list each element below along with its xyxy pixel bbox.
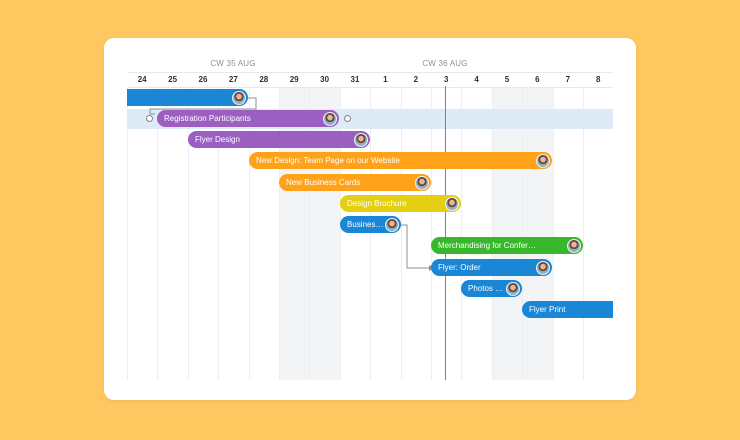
task-label: Merchandising for Confer… (438, 241, 536, 250)
day-label: 27 (228, 75, 238, 84)
day-label: 30 (320, 75, 330, 84)
task-bar[interactable]: Merchandising for Confer… (431, 237, 583, 254)
avatar (354, 132, 368, 147)
task-bar[interactable]: Flyer Design (188, 131, 370, 148)
task-label: New Design: Team Page on our Website (256, 156, 400, 165)
day-column (583, 87, 613, 380)
day-column (248, 87, 279, 380)
day-column (339, 87, 370, 380)
gantt-chart: CW 35 AUG CW 36 AUG 24 25 26 27 28 29 30… (127, 52, 613, 380)
weekend-column (491, 87, 523, 380)
task-bar[interactable]: Busines… (340, 216, 401, 233)
avatar (445, 196, 459, 211)
task-bar[interactable] (127, 89, 248, 106)
day-label: 8 (595, 75, 601, 84)
day-label: 1 (383, 75, 388, 84)
day-column (461, 87, 491, 380)
avatar (415, 175, 429, 190)
day-column (400, 87, 431, 380)
day-label: 29 (289, 75, 299, 84)
day-label: 25 (168, 75, 178, 84)
avatar (536, 260, 550, 275)
day-label: 28 (259, 75, 269, 84)
task-bar[interactable]: New Business Cards (279, 174, 431, 191)
task-label: Photos … (468, 284, 504, 293)
avatar (536, 153, 550, 168)
avatar (232, 90, 246, 105)
week-label-cw35: CW 35 AUG (210, 59, 256, 68)
task-label: Busines… (347, 220, 384, 229)
today-marker (445, 86, 446, 380)
weekend-column (522, 87, 553, 380)
task-bar-selected[interactable]: Registration Participants (157, 110, 339, 127)
week-label-cw36: CW 36 AUG (422, 59, 468, 68)
day-label: 2 (413, 75, 419, 84)
task-label: Flyer Design (195, 135, 240, 144)
day-column (370, 87, 400, 380)
task-bar[interactable]: Design Brochure (340, 195, 461, 212)
bar-resize-handle-left[interactable] (146, 115, 153, 122)
task-label: Flyer Print (529, 305, 566, 314)
bar-resize-handle-right[interactable] (344, 115, 351, 122)
day-label: 7 (565, 75, 571, 84)
day-column (552, 87, 583, 380)
day-label: 5 (504, 75, 510, 84)
avatar (567, 238, 581, 253)
day-label: 6 (535, 75, 540, 84)
task-bar[interactable]: New Design: Team Page on our Website (249, 152, 552, 169)
day-column (127, 87, 157, 380)
task-label: Design Brochure (347, 199, 407, 208)
day-label: 4 (474, 75, 479, 84)
day-label: 31 (350, 75, 360, 84)
day-column (157, 87, 187, 380)
dependency-link (149, 97, 257, 115)
dependency-link (399, 224, 429, 269)
task-bar[interactable]: Flyer: Order (431, 259, 552, 276)
avatar (385, 217, 399, 232)
day-column (187, 87, 218, 380)
day-label: 26 (198, 75, 208, 84)
day-label: 3 (443, 75, 449, 84)
day-header: 24 25 26 27 28 29 30 31 1 2 3 4 5 6 7 8 (127, 72, 613, 88)
task-bar[interactable]: Photos … (461, 280, 522, 297)
avatar (506, 281, 520, 296)
day-column (431, 87, 461, 380)
day-label: 24 (137, 75, 147, 84)
task-label: Registration Participants (164, 114, 251, 123)
day-column (218, 87, 248, 380)
task-bar[interactable]: Flyer Print (522, 301, 613, 318)
task-label: New Business Cards (286, 178, 361, 187)
task-label: Flyer: Order (438, 263, 481, 272)
avatar (323, 111, 337, 126)
